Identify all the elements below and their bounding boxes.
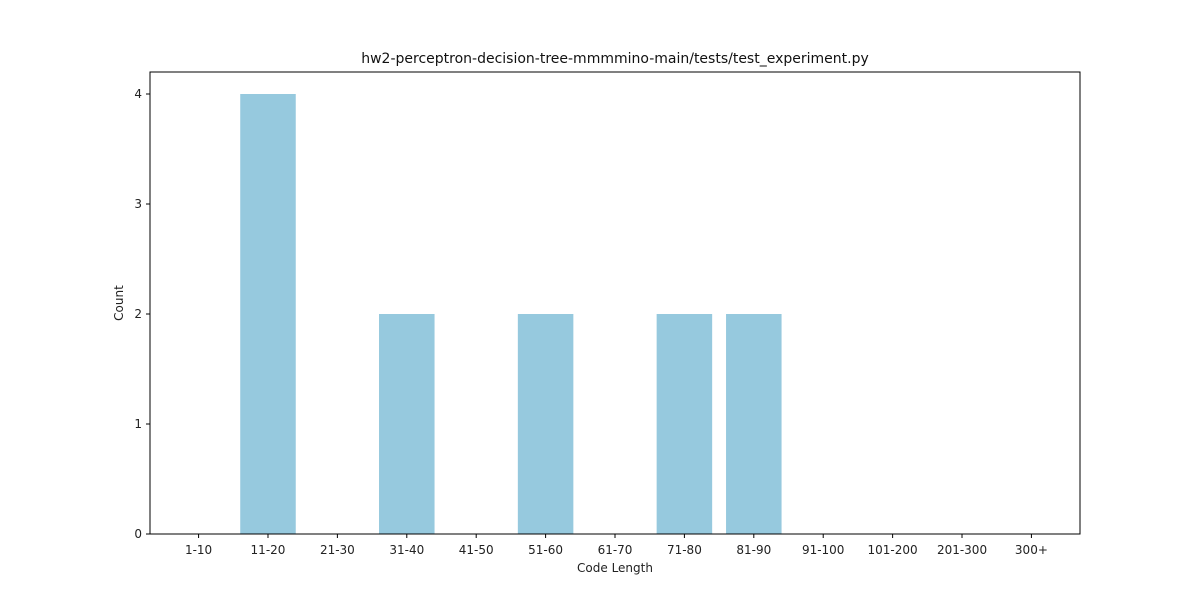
x-tick-label: 300+ <box>1015 543 1048 557</box>
y-tick-label: 3 <box>134 197 142 211</box>
x-tick-label: 21-30 <box>320 543 355 557</box>
bar-71-80 <box>656 314 713 534</box>
y-tick-label: 0 <box>134 527 142 541</box>
bar-51-60 <box>517 314 574 534</box>
x-tick-label: 201-300 <box>937 543 987 557</box>
y-tick-label: 1 <box>134 417 142 431</box>
y-axis: 0 1 2 3 4 <box>134 87 150 541</box>
y-tick-label: 4 <box>134 87 142 101</box>
chart-title: hw2-perceptron-decision-tree-mmmmino-mai… <box>361 51 869 67</box>
x-axis-label: Code Length <box>577 561 653 575</box>
x-axis: 1-10 11-20 21-30 31-40 41-50 51-60 61-70 71-80 8… <box>185 534 1048 557</box>
x-tick-label: 51-60 <box>528 543 563 557</box>
x-tick-label: 1-10 <box>185 543 212 557</box>
x-tick-label: 41-50 <box>459 543 494 557</box>
y-tick-label: 2 <box>134 307 142 321</box>
bar-81-90 <box>726 314 782 534</box>
x-tick-label: 31-40 <box>389 543 424 557</box>
x-tick-label: 71-80 <box>667 543 702 557</box>
x-tick-label: 101-200 <box>868 543 918 557</box>
bar-11-20 <box>240 94 296 534</box>
y-axis-label: Count <box>112 285 126 321</box>
x-tick-label: 11-20 <box>251 543 286 557</box>
x-tick-label: 91-100 <box>802 543 845 557</box>
bars-layer <box>240 94 782 534</box>
bar-31-40 <box>379 314 435 534</box>
x-tick-label: 81-90 <box>736 543 771 557</box>
x-tick-label: 61-70 <box>598 543 633 557</box>
